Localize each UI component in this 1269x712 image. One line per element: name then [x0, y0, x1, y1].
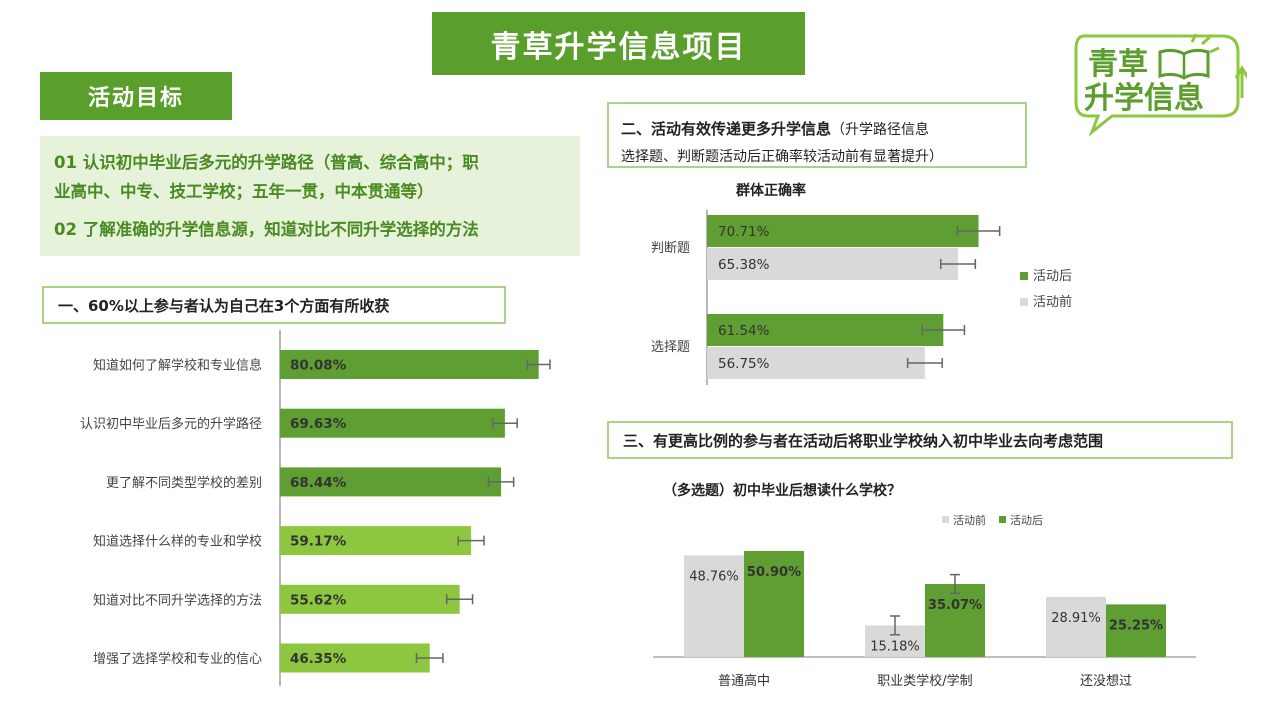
chart3-legend-swatch — [999, 516, 1006, 523]
chart3-value-label: 48.76% — [689, 569, 739, 584]
chart1-bar — [280, 584, 460, 614]
chart1-category-label: 知道对比不同升学选择的方法 — [93, 592, 262, 608]
chart1-error-bar — [445, 594, 474, 605]
chart1-bar — [280, 408, 505, 438]
chart1-error-bar — [457, 535, 485, 546]
chart2-error-bar — [956, 226, 1001, 236]
chart3-bar — [1106, 604, 1166, 657]
chart2-category-label: 选择题 — [651, 340, 690, 355]
book-icon — [1158, 33, 1220, 80]
chart2-title: 群体正确率 — [736, 183, 806, 199]
section3-title: 三、有更高比例的参与者在活动后将职业学校纳入初中毕业去向考虑范围 — [607, 421, 1233, 459]
logo-graphic: 青草 升学信息 — [1074, 33, 1250, 137]
chart2-legend-label: 活动后 — [1033, 269, 1072, 284]
chart2-error-bar — [940, 259, 977, 269]
chart3-legend-label: 活动后 — [1010, 514, 1043, 527]
chart-school-choice: 普通高中 48.76% 50.90% 职业类学校/学制 15.18% 35.07% 还没想过… — [653, 513, 1196, 689]
section2-title: 二、活动有效传递更多升学信息（升学路径信息 选择题、判断题活动后正确率较活动前有… — [607, 102, 1027, 168]
chart3-bar — [744, 551, 804, 657]
chart-gains: 知道如何了解学校和专业信息 80.08% 认识初中毕业后多元的升学路径 69.63% 更… — [80, 330, 551, 686]
chart1-value-label: 55.62% — [290, 592, 347, 608]
chart1-category-label: 认识初中毕业后多元的升学路径 — [80, 416, 262, 432]
chart2-error-bar — [906, 358, 943, 368]
chart3-title: （多选题）初中毕业后想读什么学校？ — [663, 483, 901, 499]
chart1-value-label: 68.44% — [290, 475, 347, 491]
chart2-legend-swatch — [1020, 272, 1028, 280]
goal-line-3: 02 了解准确的升学信息源，知道对比不同升学选择的方法 — [54, 220, 479, 239]
chart2-bar — [707, 248, 959, 280]
section1-title: 一、60%以上参与者认为自己在3个方面有所收获 — [42, 286, 506, 324]
chart3-legend-label: 活动前 — [953, 513, 986, 527]
chart1-category-label: 更了解不同类型学校的差别 — [106, 475, 262, 491]
chart3-error-bar — [950, 573, 960, 595]
chart3-bar — [684, 555, 744, 657]
chart2-error-bar — [921, 325, 966, 335]
chart2-value-label: 70.71% — [718, 224, 770, 240]
chart1-error-bar — [415, 653, 444, 663]
chart3-value-label: 50.90% — [747, 565, 801, 580]
chart2-value-label: 65.38% — [718, 257, 770, 273]
chart1-bar — [280, 350, 539, 379]
chart1-error-bar — [491, 418, 518, 429]
chart3-category-label: 职业类学校/学制 — [877, 673, 972, 689]
chart3-category-label: 还没想过 — [1080, 673, 1132, 689]
chart3-error-bar — [890, 615, 900, 636]
chart3-bar — [925, 583, 985, 657]
goals-box: 01 认识初中毕业后多元的升学路径（普高、综合高中；职 业高中、中专、技工学校；… — [40, 136, 580, 256]
section2-subtitle-a: （升学路径信息 — [831, 122, 930, 138]
chart1-category-label: 知道如何了解学校和专业信息 — [93, 358, 262, 374]
chart1-value-label: 80.08% — [290, 358, 347, 374]
chart2-bar — [707, 314, 944, 346]
chart2-category-label: 判断题 — [651, 241, 690, 256]
logo-line2: 升学信息 — [1084, 81, 1204, 116]
chart1-error-bar — [487, 476, 515, 487]
chart3-legend-swatch — [942, 516, 949, 523]
chart1-category-label: 增强了选择学校和专业的信心 — [93, 651, 262, 667]
chart3-value-label: 15.18% — [870, 639, 920, 654]
chart2-bar — [707, 215, 979, 247]
chart1-bar — [280, 526, 472, 556]
page-title: 青草升学信息项目 — [432, 12, 805, 75]
chart2-legend-label: 活动前 — [1033, 294, 1072, 310]
chart3-value-label: 25.25% — [1109, 618, 1163, 633]
chart2-value-label: 61.54% — [718, 323, 770, 339]
chart1-bar — [280, 643, 430, 673]
chart3-bar — [1046, 596, 1106, 657]
chart2-value-label: 56.75% — [718, 356, 770, 372]
chart1-category-label: 知道选择什么样的专业和学校 — [93, 534, 262, 550]
goal-line-2: 业高中、中专、技工学校；五年一贯，中本贯通等） — [54, 182, 434, 201]
chart1-error-bar — [526, 359, 551, 370]
goal-line-1: 01 认识初中毕业后多元的升学路径（普高、综合高中；职 — [54, 153, 479, 172]
chart2-bar — [707, 347, 925, 379]
chart3-value-label: 28.91% — [1051, 611, 1101, 626]
chart1-value-label: 46.35% — [290, 651, 347, 667]
logo-line1: 青草 — [1088, 47, 1148, 82]
section2-subtitle-b: 选择题、判断题活动后正确率较活动前有显著提升） — [621, 149, 943, 165]
chart1-value-label: 59.17% — [290, 534, 347, 550]
section2-heading: 二、活动有效传递更多升学信息 — [621, 120, 832, 138]
brand-logo: 青草 升学信息 — [1072, 30, 1250, 137]
chart2-legend-swatch — [1020, 298, 1028, 306]
chart3-category-label: 普通高中 — [718, 673, 770, 689]
goals-title: 活动目标 — [40, 72, 232, 120]
arrow-up-icon — [1234, 65, 1250, 98]
chart3-value-label: 35.07% — [928, 598, 982, 613]
chart1-value-label: 69.63% — [290, 416, 347, 432]
chart1-bar — [280, 467, 502, 497]
